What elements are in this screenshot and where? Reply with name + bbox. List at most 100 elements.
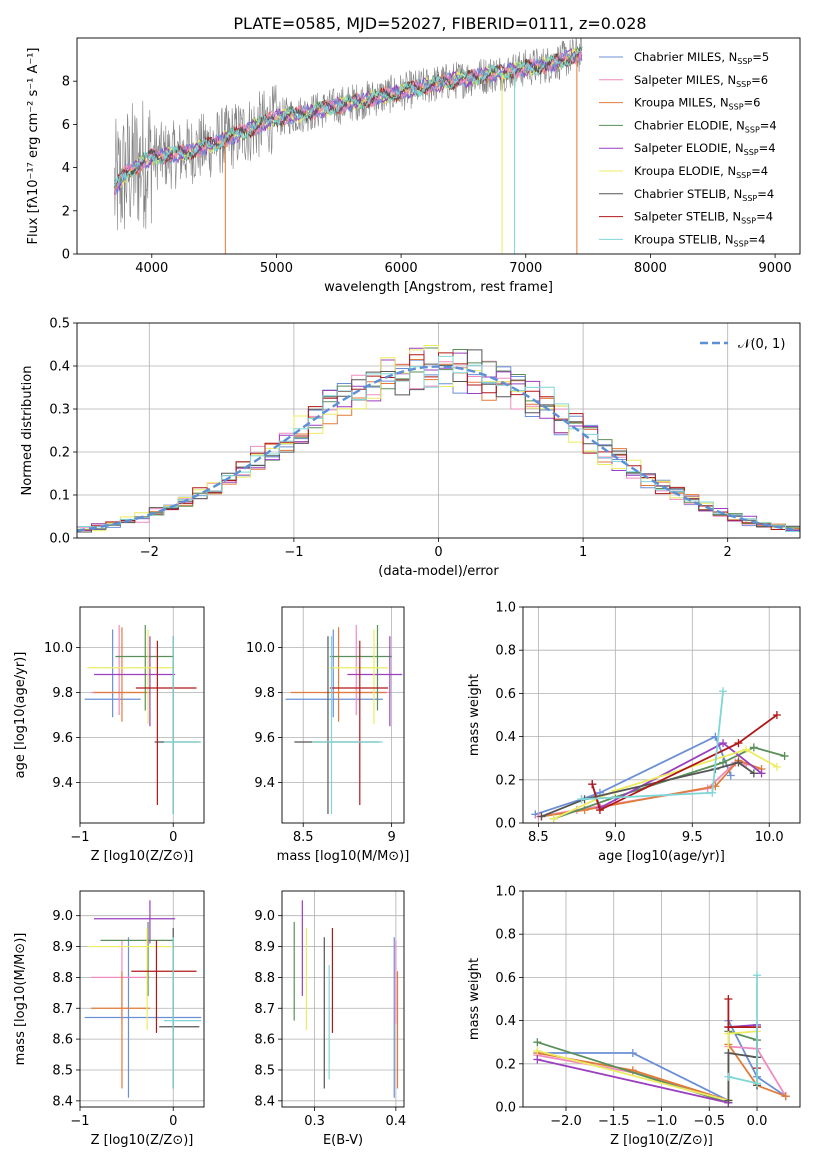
legend-entry: Chabrier STELIB, NSSP=4 (634, 187, 774, 203)
x-axis-label: age [log10(age/yr)] (598, 849, 725, 864)
axes-age-vs-mass: 8.5 9 9.4 9.6 9.8 10.0 mass [log10(M/M⊙)] (246, 606, 409, 864)
x-tick-label: 0.4 (386, 1114, 407, 1129)
weight-series-line (591, 714, 778, 812)
axes-mass-vs-Z: −1 0 8.4 8.5 8.6 8.7 8.8 8.9 9.0 Z [log10(Z/Z⊙)] m… (13, 890, 205, 1148)
histogram-series (77, 355, 800, 532)
y-tick-label: 0.2 (49, 446, 70, 461)
x-tick-label: 0 (169, 1114, 177, 1129)
axes-frame (281, 890, 405, 1108)
y-tick-label: 8.8 (52, 971, 73, 986)
plot-area (77, 323, 800, 538)
y-tick-label: 4 (62, 161, 70, 176)
x-tick-label: −1 (70, 830, 89, 845)
y-tick-label: 10.0 (246, 641, 275, 656)
y-tick-label: 0.6 (495, 971, 516, 986)
y-tick-label: 8.6 (52, 1033, 73, 1048)
weight-marker (772, 762, 781, 771)
plot-area (80, 607, 204, 823)
plot-area (523, 607, 800, 823)
y-tick-label: 0.1 (49, 489, 70, 504)
y-tick-label: 0.8 (495, 928, 516, 943)
plot-area (523, 891, 800, 1107)
y-tick-label: 0 (62, 248, 70, 263)
y-tick-label: 0.4 (495, 730, 516, 745)
y-tick-label: 8.7 (254, 1002, 275, 1017)
weight-marker (708, 788, 717, 797)
weight-marker (742, 745, 751, 754)
y-tick-label: 8.4 (52, 1094, 73, 1109)
y-tick-label: 6 (62, 118, 70, 133)
weight-marker (549, 814, 558, 823)
weight-marker (749, 769, 758, 778)
plot-area (282, 607, 404, 823)
y-tick-label: 9.4 (52, 776, 73, 791)
x-tick-label: −1 (70, 1114, 89, 1129)
x-tick-label: 0.0 (747, 1114, 768, 1129)
x-tick-label: 9.0 (605, 830, 626, 845)
weight-marker (753, 1079, 762, 1088)
y-axis-label: mass [log10(M/M⊙)] (13, 933, 28, 1066)
weight-marker (533, 1055, 542, 1064)
weight-marker (734, 739, 743, 748)
y-tick-label: 9.6 (52, 731, 73, 746)
legend-entry: Salpeter ELODIE, NSSP=4 (634, 141, 776, 157)
x-axis-label: (data-model)/error (378, 564, 499, 579)
x-axis-label: Z [log10(Z/Z⊙)] (610, 1133, 713, 1148)
y-tick-label: 9.4 (254, 776, 275, 791)
x-tick-label: 7000 (509, 261, 542, 276)
x-tick-label: 1 (579, 545, 587, 560)
y-tick-label: 8.8 (254, 971, 275, 986)
legend-box (595, 41, 798, 251)
y-tick-label: 0.0 (495, 817, 516, 832)
weight-marker (726, 771, 735, 780)
y-tick-label: 8.6 (254, 1033, 275, 1048)
y-tick-label: 0.3 (49, 403, 70, 418)
x-tick-label: 2 (724, 545, 732, 560)
x-tick-label: 0 (169, 830, 177, 845)
x-tick-label: −2.0 (550, 1114, 582, 1129)
axes-weight-vs-Z: −2.0 −1.5 −1.0 −0.5 0.0 0.0 0.2 0.4 0.6 0.8 1.0 Z [… (467, 885, 801, 1148)
y-axis-label: mass weight (467, 958, 482, 1040)
y-tick-label: 0.8 (495, 644, 516, 659)
weight-marker (724, 1072, 733, 1081)
y-axis-label: Normed distribution (20, 366, 35, 496)
y-tick-label: 0.2 (495, 1057, 516, 1072)
x-tick-label: 8000 (634, 261, 667, 276)
y-tick-label: 0.5 (49, 317, 70, 332)
y-tick-label: 8.7 (52, 1002, 73, 1017)
legend-entry: 𝒩(0, 1) (738, 337, 785, 352)
legend-entry: Chabrier MILES, NSSP=5 (634, 50, 769, 66)
y-tick-label: 9.8 (52, 686, 73, 701)
weight-marker (780, 752, 789, 761)
histogram-series (77, 345, 800, 532)
legend-entry: Kroupa STELIB, NSSP=4 (634, 232, 765, 248)
y-tick-label: 8.9 (254, 940, 275, 955)
weight-marker (588, 780, 597, 789)
y-tick-label: 9.8 (254, 686, 275, 701)
weight-marker (719, 687, 728, 696)
y-tick-label: 0.4 (495, 1014, 516, 1029)
x-axis-label: Z [log10(Z/Z⊙)] (91, 849, 194, 864)
x-tick-label: −1 (284, 545, 303, 560)
x-tick-label: 4000 (135, 261, 168, 276)
weight-series-line (535, 735, 732, 816)
axes-frame (76, 37, 801, 255)
axes-frame (76, 322, 801, 539)
spectrum-model-line (114, 45, 583, 187)
y-tick-label: 10.0 (44, 641, 73, 656)
weight-marker (533, 1046, 542, 1055)
weight-marker (595, 806, 604, 815)
weight-series-line (541, 761, 755, 818)
x-tick-label: 0.3 (304, 1114, 325, 1129)
legend-entry: Kroupa ELODIE, NSSP=4 (634, 164, 768, 180)
weight-marker (533, 1038, 542, 1047)
x-tick-label: 8.5 (293, 830, 314, 845)
axes-frame (79, 606, 205, 824)
x-tick-label: 9.5 (682, 830, 703, 845)
y-tick-label: 1.0 (495, 601, 516, 616)
x-tick-label: −1.0 (646, 1114, 678, 1129)
weight-marker (757, 769, 766, 778)
y-tick-label: 8.4 (254, 1094, 275, 1109)
weight-marker (724, 995, 733, 1003)
x-tick-label: 9000 (759, 261, 792, 276)
